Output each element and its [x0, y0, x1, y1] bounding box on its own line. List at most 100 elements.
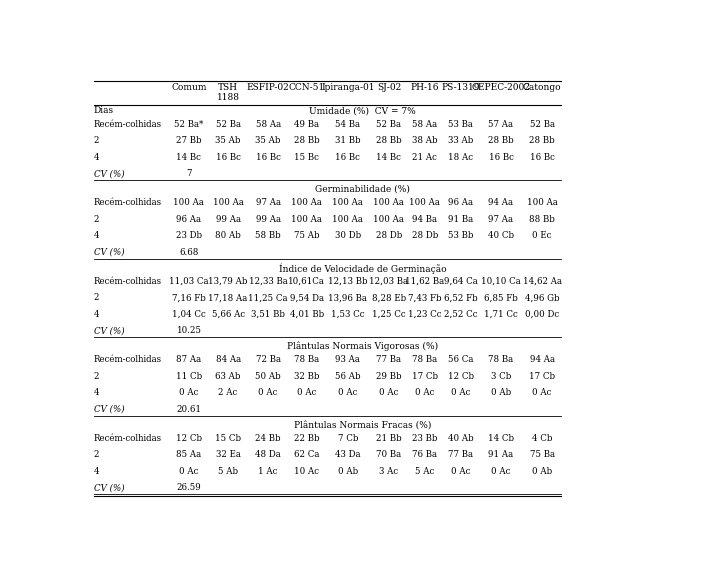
Text: 30 Db: 30 Db: [334, 231, 361, 240]
Text: PS-1319: PS-1319: [441, 83, 480, 92]
Text: 35 Ab: 35 Ab: [216, 136, 241, 146]
Text: 100 Aa: 100 Aa: [173, 199, 204, 208]
Text: 2: 2: [94, 293, 100, 302]
Text: 84 Aa: 84 Aa: [216, 355, 240, 364]
Text: 2: 2: [94, 450, 100, 459]
Text: 23 Bb: 23 Bb: [412, 434, 438, 443]
Text: 78 Ba: 78 Ba: [412, 355, 438, 364]
Text: 35 Ab: 35 Ab: [255, 136, 281, 146]
Text: 56 Ca: 56 Ca: [448, 355, 474, 364]
Text: 88 Bb: 88 Bb: [529, 215, 555, 224]
Text: Plântulas Normais Fracas (%): Plântulas Normais Fracas (%): [293, 420, 431, 429]
Text: Recém-colhidas: Recém-colhidas: [94, 199, 162, 208]
Text: 76 Ba: 76 Ba: [412, 450, 438, 459]
Text: 28 Db: 28 Db: [376, 231, 402, 240]
Text: 9,64 Ca: 9,64 Ca: [444, 277, 477, 286]
Text: 12 Cb: 12 Cb: [448, 372, 474, 381]
Text: 93 Aa: 93 Aa: [335, 355, 361, 364]
Text: SJ-02: SJ-02: [377, 83, 401, 92]
Text: 22 Bb: 22 Bb: [294, 434, 320, 443]
Text: 100 Aa: 100 Aa: [213, 199, 243, 208]
Text: 97 Aa: 97 Aa: [256, 199, 281, 208]
Text: Recém-colhidas: Recém-colhidas: [94, 120, 162, 129]
Text: 40 Cb: 40 Cb: [488, 231, 514, 240]
Text: 53 Bb: 53 Bb: [448, 231, 474, 240]
Text: 0 Ac: 0 Ac: [338, 388, 358, 397]
Text: 63 Ab: 63 Ab: [216, 372, 241, 381]
Text: 28 Bb: 28 Bb: [488, 136, 514, 146]
Text: 53 Ba: 53 Ba: [448, 120, 473, 129]
Text: 11 Cb: 11 Cb: [176, 372, 202, 381]
Text: 94 Ba: 94 Ba: [412, 215, 438, 224]
Text: PH-16: PH-16: [411, 83, 439, 92]
Text: TSH
1188: TSH 1188: [216, 83, 240, 102]
Text: 91 Aa: 91 Aa: [489, 450, 513, 459]
Text: 96 Aa: 96 Aa: [448, 199, 473, 208]
Text: 12,33 Ba: 12,33 Ba: [249, 277, 288, 286]
Text: 31 Bb: 31 Bb: [335, 136, 361, 146]
Text: 62 Ca: 62 Ca: [294, 450, 320, 459]
Text: 0 Ac: 0 Ac: [180, 466, 199, 475]
Text: 27 Bb: 27 Bb: [176, 136, 201, 146]
Text: 77 Ba: 77 Ba: [376, 355, 402, 364]
Text: 96 Aa: 96 Aa: [177, 215, 201, 224]
Text: 2: 2: [94, 136, 100, 146]
Text: 28 Bb: 28 Bb: [294, 136, 320, 146]
Text: 58 Bb: 58 Bb: [255, 231, 281, 240]
Text: 56 Ab: 56 Ab: [335, 372, 361, 381]
Text: 32 Ea: 32 Ea: [216, 450, 240, 459]
Text: CCN-51: CCN-51: [288, 83, 325, 92]
Text: Recém-colhidas: Recém-colhidas: [94, 277, 162, 286]
Text: CV (%): CV (%): [94, 327, 124, 335]
Text: 18 Ac: 18 Ac: [448, 153, 473, 162]
Text: Recém-colhidas: Recém-colhidas: [94, 434, 162, 443]
Text: 2 Ac: 2 Ac: [218, 388, 238, 397]
Text: 16 Bc: 16 Bc: [256, 153, 281, 162]
Text: 94 Aa: 94 Aa: [489, 199, 513, 208]
Text: Recém-colhidas: Recém-colhidas: [94, 355, 162, 364]
Text: 97 Aa: 97 Aa: [489, 215, 513, 224]
Text: 12 Cb: 12 Cb: [176, 434, 202, 443]
Text: 58 Aa: 58 Aa: [412, 120, 438, 129]
Text: 11,03 Ca: 11,03 Ca: [169, 277, 209, 286]
Text: Catongo: Catongo: [522, 83, 561, 92]
Text: 26.59: 26.59: [177, 483, 201, 492]
Text: 100 Aa: 100 Aa: [332, 215, 363, 224]
Text: 1,53 Cc: 1,53 Cc: [331, 310, 365, 319]
Text: 77 Ba: 77 Ba: [448, 450, 473, 459]
Text: 4: 4: [94, 231, 100, 240]
Text: 13,96 Ba: 13,96 Ba: [328, 293, 367, 302]
Text: ESFIP-02: ESFIP-02: [247, 83, 289, 92]
Text: CV (%): CV (%): [94, 248, 124, 257]
Text: 0 Ac: 0 Ac: [180, 388, 199, 397]
Text: 0 Ab: 0 Ab: [532, 466, 552, 475]
Text: 0 Ab: 0 Ab: [491, 388, 511, 397]
Text: 0 Ac: 0 Ac: [491, 466, 510, 475]
Text: 15 Cb: 15 Cb: [215, 434, 241, 443]
Text: 14 Bc: 14 Bc: [376, 153, 402, 162]
Text: 58 Aa: 58 Aa: [255, 120, 281, 129]
Text: 52 Ba: 52 Ba: [530, 120, 554, 129]
Text: 17,18 Aa: 17,18 Aa: [209, 293, 247, 302]
Text: 2,52 Cc: 2,52 Cc: [444, 310, 477, 319]
Text: 0 Ec: 0 Ec: [532, 231, 551, 240]
Text: 29 Bb: 29 Bb: [376, 372, 402, 381]
Text: 9,54 Da: 9,54 Da: [290, 293, 324, 302]
Text: 7: 7: [186, 169, 192, 178]
Text: 7,43 Fb: 7,43 Fb: [408, 293, 442, 302]
Text: 21 Bb: 21 Bb: [376, 434, 402, 443]
Text: 17 Cb: 17 Cb: [411, 372, 438, 381]
Text: 99 Aa: 99 Aa: [216, 215, 240, 224]
Text: 14 Bc: 14 Bc: [177, 153, 201, 162]
Text: 80 Ab: 80 Ab: [215, 231, 241, 240]
Text: 78 Ba: 78 Ba: [294, 355, 320, 364]
Text: 100 Aa: 100 Aa: [373, 215, 404, 224]
Text: CV (%): CV (%): [94, 405, 124, 414]
Text: 100 Aa: 100 Aa: [291, 199, 322, 208]
Text: 4: 4: [94, 310, 100, 319]
Text: 52 Ba*: 52 Ba*: [175, 120, 204, 129]
Text: 16 Bc: 16 Bc: [489, 153, 513, 162]
Text: Ipiranga-01: Ipiranga-01: [321, 83, 375, 92]
Text: 5,66 Ac: 5,66 Ac: [211, 310, 245, 319]
Text: 3 Cb: 3 Cb: [491, 372, 511, 381]
